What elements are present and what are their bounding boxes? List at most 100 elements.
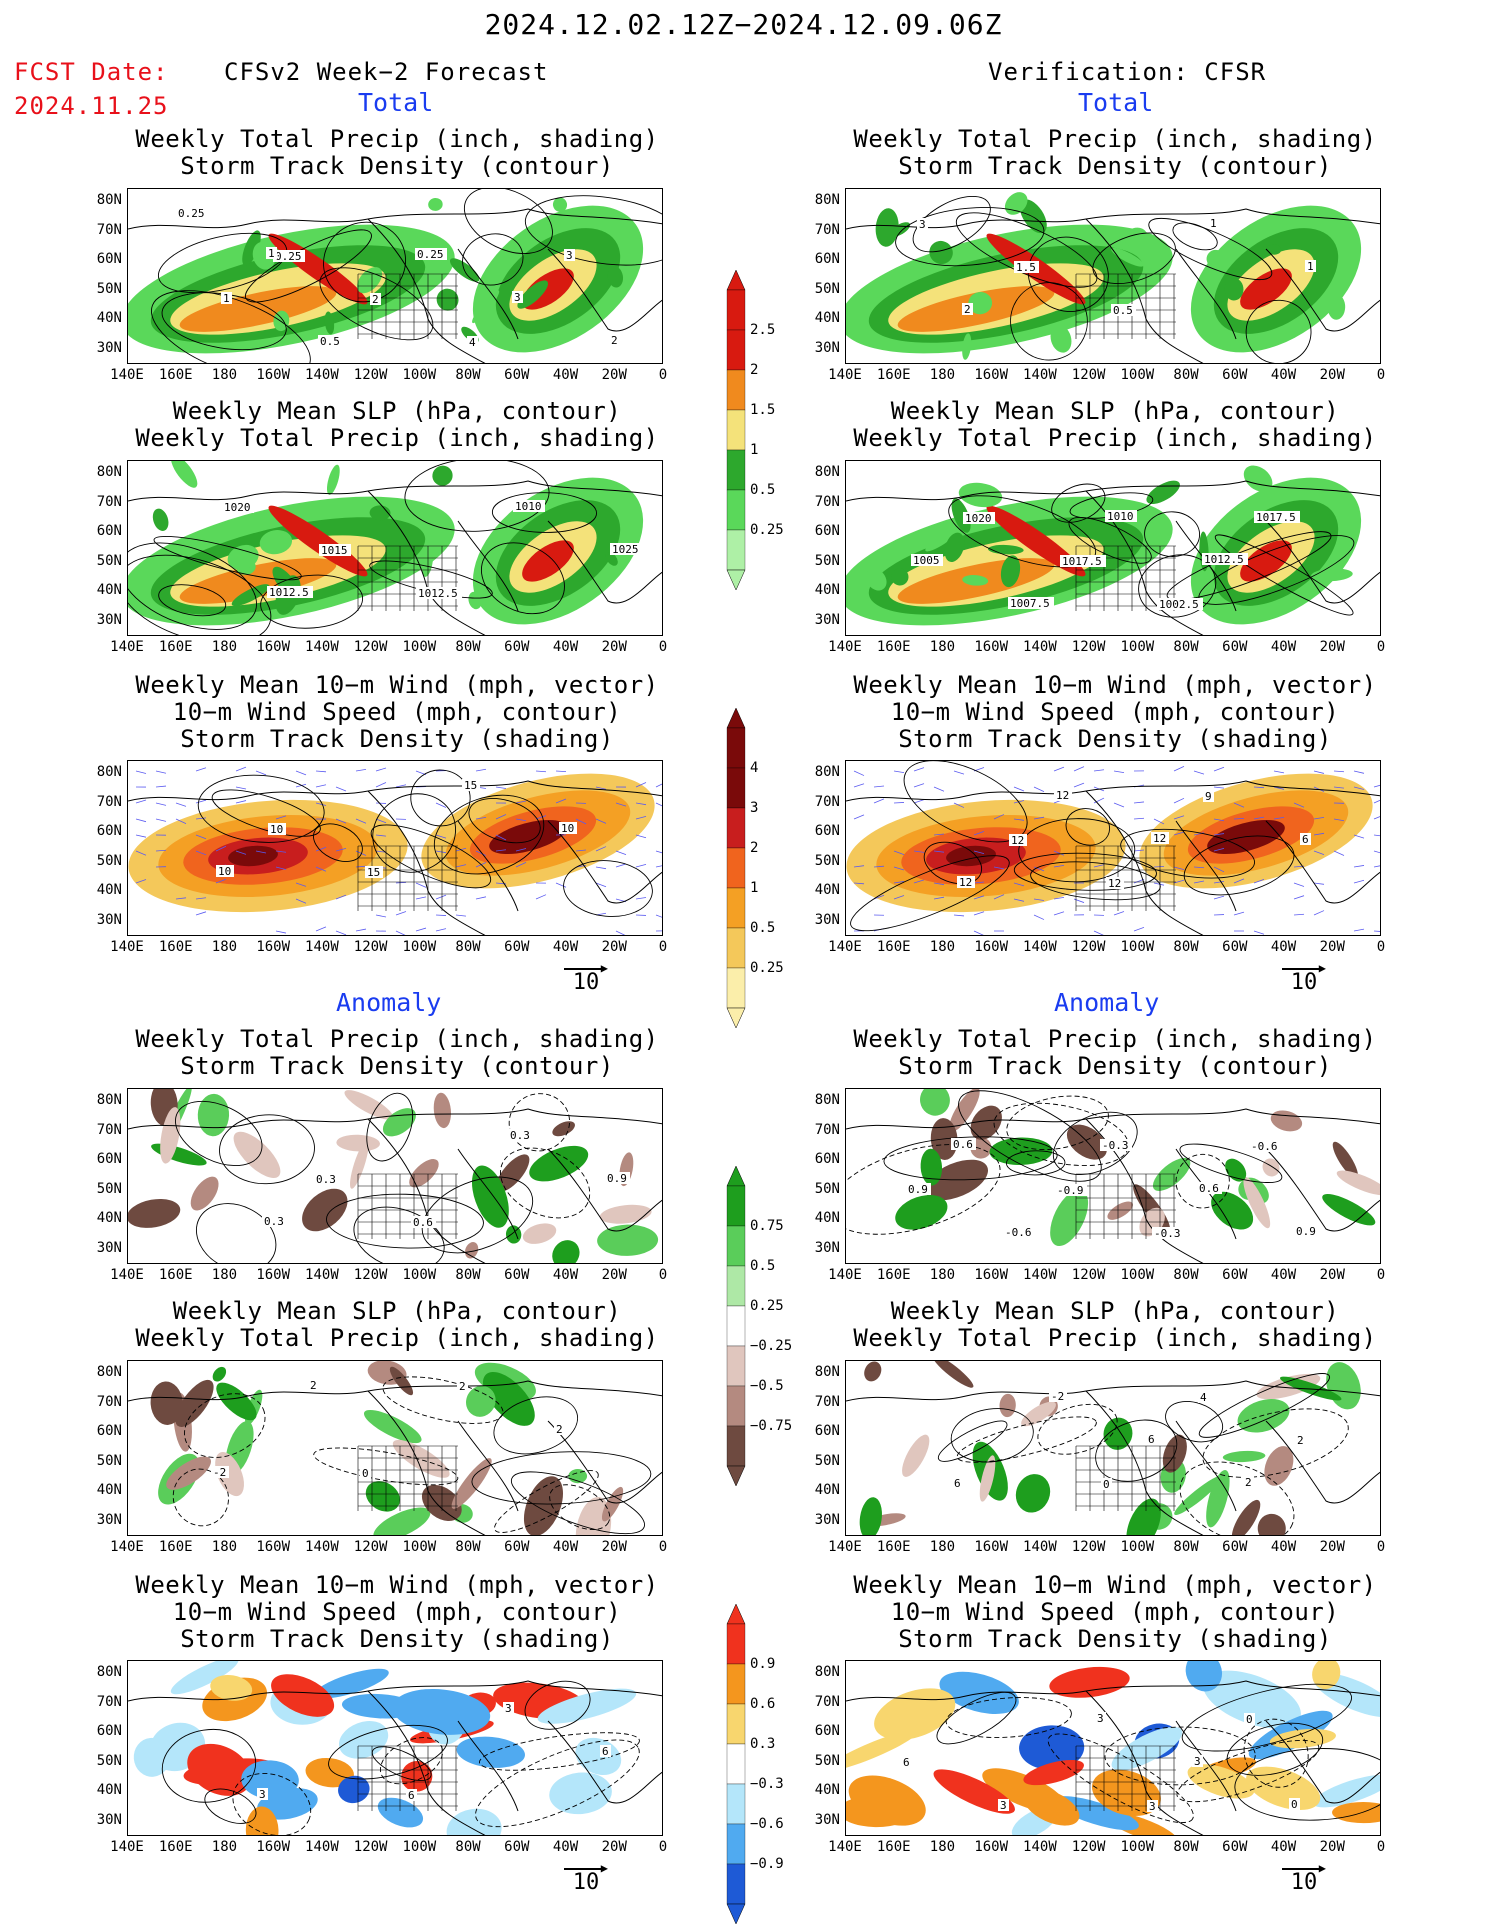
colorbar-swatch	[727, 410, 745, 450]
lon-label: 160W	[251, 367, 295, 383]
contour-label: 0.3	[316, 1173, 336, 1186]
lon-label: 180	[202, 1539, 246, 1555]
fcst-date-label: FCST Date:	[14, 58, 169, 86]
colorbar-label: 0.25	[750, 522, 784, 538]
colorbar-swatch	[727, 1704, 745, 1744]
lon-label: 80W	[1164, 1539, 1208, 1555]
contour-label: -0.9	[1057, 1184, 1084, 1197]
lat-label: 30N	[800, 912, 840, 928]
contour-label: 1	[223, 292, 230, 305]
lon-label: 0	[641, 639, 685, 655]
contour-label: 4	[1200, 1391, 1207, 1404]
lat-label: 50N	[800, 1453, 840, 1469]
colorbar-swatch	[727, 490, 745, 530]
right-column-title: Verification: CFSR	[988, 58, 1266, 86]
contour-label: 3	[505, 1702, 512, 1715]
colorbar-swatch	[727, 1386, 745, 1426]
lon-label: 140W	[1018, 367, 1062, 383]
title-l1: Weekly Total Precip (inch, shading) Stor…	[127, 126, 667, 180]
title-r5: Weekly Mean SLP (hPa, contour) Weekly To…	[845, 1298, 1385, 1352]
lon-label: 140W	[300, 1539, 344, 1555]
colorbar-top-tip	[727, 270, 745, 290]
contour-label: 2	[964, 303, 971, 316]
contour-label: 0.25	[275, 250, 302, 263]
lat-label: 60N	[82, 1423, 122, 1439]
contour-label: 1015	[321, 544, 348, 557]
lon-label: 160W	[251, 639, 295, 655]
lon-label: 80W	[446, 639, 490, 655]
lon-label: 180	[920, 939, 964, 955]
colorbar-swatch	[727, 1664, 745, 1704]
lon-label: 20W	[1310, 1839, 1354, 1855]
lon-label: 40W	[544, 367, 588, 383]
contour-label: 10	[270, 823, 283, 836]
lon-label: 140E	[105, 1839, 149, 1855]
lat-label: 50N	[800, 1181, 840, 1197]
colorbar-top-tip	[727, 708, 745, 728]
lon-label: 140E	[105, 367, 149, 383]
lon-label: 160W	[969, 1267, 1013, 1283]
colorbar-swatch	[727, 1824, 745, 1864]
lat-label: 30N	[82, 1512, 122, 1528]
colorbar-label: 0.5	[750, 1258, 775, 1274]
lon-label: 40W	[1262, 1839, 1306, 1855]
contour-label: 0.5	[320, 335, 340, 348]
contour-label: 0.9	[1296, 1225, 1316, 1238]
lon-label: 20W	[1310, 1539, 1354, 1555]
colorbar-top-tip	[727, 1166, 745, 1186]
colorbar-swatch	[727, 1864, 745, 1904]
colorbar-label: 0.6	[750, 1696, 775, 1712]
lon-label: 80W	[1164, 367, 1208, 383]
lat-label: 70N	[82, 794, 122, 810]
contour-label: 12	[1056, 789, 1069, 802]
lat-label: 60N	[82, 1151, 122, 1167]
lon-label: 140W	[300, 367, 344, 383]
colorbar-swatch	[727, 1346, 745, 1386]
lat-label: 70N	[82, 494, 122, 510]
contour-label: -0.3	[1102, 1139, 1129, 1152]
contour-label: 6	[903, 1756, 910, 1769]
contour-label: 3	[1194, 1755, 1201, 1768]
colorbar-swatch	[727, 1744, 745, 1784]
lon-label: 120W	[1067, 1839, 1111, 1855]
contour-label: 6	[954, 1477, 961, 1490]
lon-label: 140E	[823, 367, 867, 383]
colorbar-swatch	[727, 530, 745, 570]
lon-label: 160E	[872, 367, 916, 383]
contour-label: 9	[1205, 790, 1212, 803]
colorbar-swatch	[727, 1784, 745, 1824]
lat-label: 50N	[800, 281, 840, 297]
lon-label: 120W	[1067, 639, 1111, 655]
lat-label: 80N	[82, 1364, 122, 1380]
lat-label: 30N	[800, 1812, 840, 1828]
contour-label: 1002.5	[1159, 598, 1199, 611]
lon-label: 40W	[1262, 367, 1306, 383]
lat-label: 70N	[800, 1122, 840, 1138]
lat-label: 50N	[800, 553, 840, 569]
colorbar-swatch	[727, 848, 745, 888]
lon-label: 60W	[1213, 639, 1257, 655]
title-l5: Weekly Mean SLP (hPa, contour) Weekly To…	[127, 1298, 667, 1352]
contour-label: 1010	[1107, 510, 1134, 523]
lat-label: 30N	[800, 1512, 840, 1528]
lon-label: 40W	[1262, 1539, 1306, 1555]
contour-label: 1020	[224, 501, 251, 514]
lon-label: 20W	[592, 1267, 636, 1283]
lat-label: 60N	[800, 1723, 840, 1739]
lon-label: 180	[202, 639, 246, 655]
colorbar-swatch	[727, 1186, 745, 1226]
lat-label: 80N	[82, 192, 122, 208]
lon-label: 140W	[1018, 1267, 1062, 1283]
lat-label: 50N	[82, 853, 122, 869]
colorbar-swatch	[727, 768, 745, 808]
title-l2: Weekly Mean SLP (hPa, contour) Weekly To…	[127, 398, 667, 452]
lon-label: 60W	[1213, 1839, 1257, 1855]
contour-label: 1017.5	[1062, 555, 1102, 568]
lon-label: 100W	[397, 367, 441, 383]
lon-label: 140W	[1018, 639, 1062, 655]
lat-label: 50N	[82, 553, 122, 569]
